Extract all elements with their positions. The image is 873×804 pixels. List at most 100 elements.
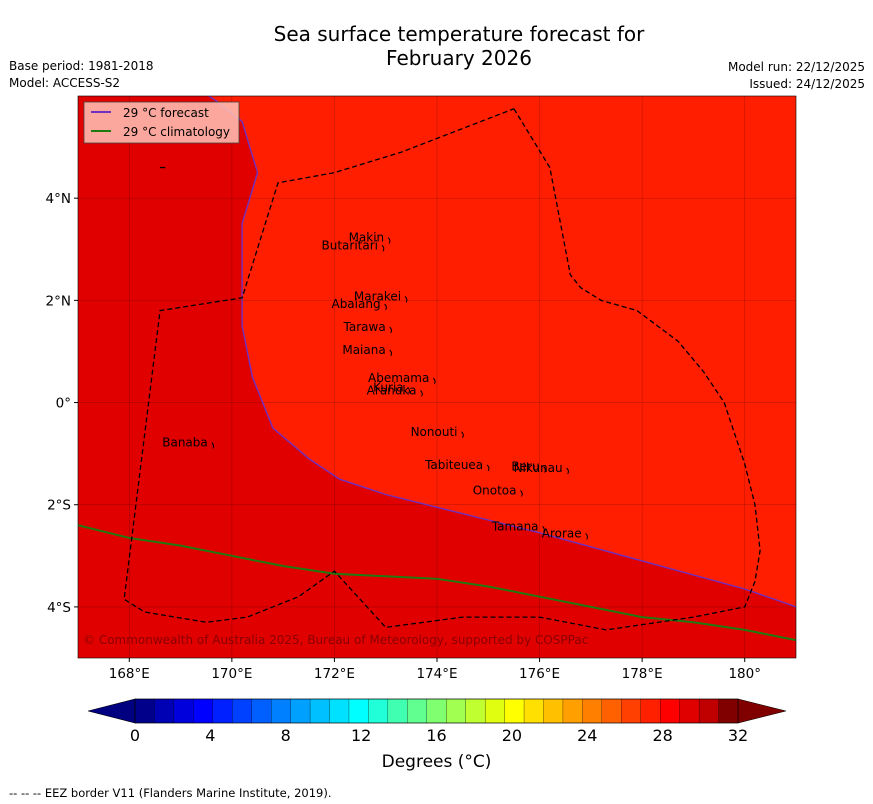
island-outline — [384, 303, 387, 311]
island-outline — [585, 533, 588, 540]
colorbar-cell — [660, 698, 681, 724]
island-outline — [461, 431, 464, 439]
colorbar-cell — [173, 698, 194, 724]
island-label: Nonouti — [411, 425, 458, 439]
colorbar-cell — [679, 698, 700, 724]
colorbar-label: Degrees (°C) — [381, 752, 492, 772]
colorbar-tick-label: 28 — [652, 726, 672, 745]
colorbar-tick-label: 32 — [728, 726, 748, 745]
model-name: Model: ACCESS-S2 — [9, 76, 121, 90]
island-outline — [211, 442, 215, 449]
chart-title: Sea surface temperature forecast for Feb… — [0, 22, 873, 70]
island-outline — [387, 237, 391, 244]
colorbar-cell — [446, 698, 467, 724]
legend-climatology-label: 29 °C climatology — [123, 125, 230, 139]
lon-tick-label: 170°E — [211, 666, 252, 682]
lat-tick-label: 4°S — [47, 600, 71, 616]
colorbar-cell — [640, 698, 661, 724]
island-outline — [407, 386, 410, 394]
colorbar-cell — [232, 698, 253, 724]
island-label: Aranuka — [367, 383, 417, 397]
cooler-sst-region — [78, 96, 796, 658]
island-outline — [420, 390, 423, 397]
climatology-29c-line — [78, 524, 796, 642]
colorbar-cell — [329, 698, 350, 724]
colorbar-cell — [348, 698, 369, 724]
island-label: Banaba — [162, 435, 208, 449]
island-label: Arorae — [542, 526, 582, 540]
island-label: Beru — [511, 459, 539, 473]
lon-tick-label: 172°E — [314, 666, 355, 682]
island-label: Marakei — [354, 289, 401, 303]
island-label: Kuria — [373, 380, 404, 394]
island-outline — [486, 464, 490, 472]
island-outline — [432, 377, 436, 385]
colorbar-over-arrow — [737, 698, 787, 724]
colorbar-cell — [251, 698, 272, 724]
colorbar-cell — [601, 698, 622, 724]
colorbar-cell — [523, 698, 544, 724]
island-label: Nikunau — [514, 461, 563, 475]
right-meta: Model run: 22/12/2025 Issued: 24/12/2025 — [728, 59, 865, 93]
colorbar-under-arrow — [87, 698, 136, 724]
title-line-2: February 2026 — [386, 46, 532, 70]
island-label: Makin — [349, 231, 385, 245]
legend: 29 °C forecast 29 °C climatology — [83, 101, 240, 144]
colorbar-cell — [718, 698, 739, 724]
island-label: Tamana — [491, 519, 539, 533]
island-label: Tabiteuea — [424, 458, 483, 472]
colorbar-tick-label: 0 — [130, 726, 140, 745]
base-period: Base period: 1981-2018 — [9, 59, 154, 73]
colorbar-cell — [368, 698, 389, 724]
colorbar-cell — [621, 698, 642, 724]
legend-forecast-label: 29 °C forecast — [123, 106, 209, 120]
colorbar-cell — [562, 698, 583, 724]
island-label: Onotoa — [473, 484, 517, 498]
colorbar-cell — [698, 698, 719, 724]
island-outline — [389, 349, 393, 357]
colorbar-cell — [154, 698, 175, 724]
lat-tick-label: 0° — [56, 396, 71, 412]
left-meta: Base period: 1981-2018 Model: ACCESS-S2 — [9, 58, 154, 92]
forecast-29c-line — [207, 96, 796, 608]
colorbar-cell — [290, 698, 311, 724]
issued-date: Issued: 24/12/2025 — [749, 77, 865, 91]
colorbar-tick-label: 8 — [281, 726, 291, 745]
colorbar-cell — [484, 698, 506, 724]
colorbar-cell — [271, 698, 292, 724]
island-outline — [542, 525, 545, 533]
lon-tick-label: 168°E — [109, 666, 150, 682]
colorbar-cell — [465, 698, 486, 724]
island-label: Abaiang — [331, 297, 380, 311]
island-outline — [381, 244, 385, 252]
island-label: Butaritari — [322, 238, 379, 252]
colorbar-cell — [212, 698, 233, 724]
model-run: Model run: 22/12/2025 — [727, 60, 865, 74]
colorbar-frame — [134, 698, 739, 724]
island-label: Maiana — [342, 343, 385, 357]
copyright-note: © Commonwealth of Australia 2025, Bureau… — [83, 633, 588, 647]
colorbar-cell — [134, 698, 155, 724]
lon-tick-label: 174°E — [416, 666, 457, 682]
colorbar-cell — [582, 698, 603, 724]
colorbar-tick-label: 24 — [577, 726, 597, 745]
lon-tick-label: 176°E — [519, 666, 560, 682]
legend-box — [83, 101, 240, 144]
island-outline — [520, 490, 523, 497]
island-outline — [404, 296, 408, 303]
lon-tick-label: 178°E — [622, 666, 663, 682]
lat-tick-label: 2°S — [47, 498, 71, 514]
island-outline — [566, 467, 569, 475]
footer-note: -- -- -- EEZ border V11 (Flanders Marine… — [9, 786, 332, 800]
lat-tick-label: 2°N — [46, 293, 71, 309]
lat-tick-label: 4°N — [46, 191, 71, 207]
island-label: Abemama — [368, 371, 429, 385]
colorbar-tick-label: 4 — [205, 726, 215, 745]
colorbar-cell — [504, 698, 525, 724]
colorbar-cell — [309, 698, 330, 724]
island-outline — [543, 466, 546, 473]
colorbar-tick-label: 16 — [426, 726, 446, 745]
island-label: Tarawa — [343, 320, 386, 334]
